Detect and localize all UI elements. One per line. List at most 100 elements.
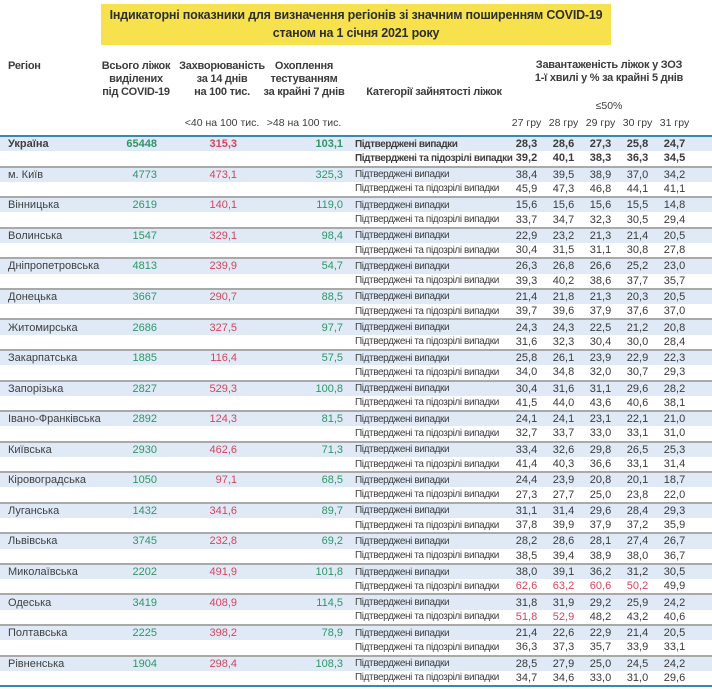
beds-value: 1050 [132,474,157,487]
day-load-value: 21,4 [626,627,649,640]
date-header-5: 31 гру [659,117,690,129]
region-name: Луганська [8,504,60,517]
day-load-value: 20,1 [626,474,649,487]
region-block: Дніпропетровська 4813 239,9 54,7 Підтверджен… [0,257,712,288]
day-load-value: 30,4 [515,244,538,257]
table-row-confirmed-suspected: Підтверджені та підозрілі випадки 39,3 40,… [0,274,712,288]
day-load-value: 22,1 [626,413,649,426]
col-header-region: Регіон [8,60,41,72]
day-load-value: 31,5 [552,244,575,257]
day-load-value: 22,9 [589,627,612,640]
day-load-value: 33,1 [663,641,686,654]
day-load-value: 21,4 [515,290,538,303]
day-load-value: 39,9 [552,519,575,532]
testing-value: 69,2 [321,535,343,548]
testing-value: 97,7 [321,321,343,334]
category-confirmed-label: Підтверджені випадки [355,658,450,670]
day-load-value: 37,0 [663,305,686,318]
day-load-value: 24,3 [552,321,575,334]
day-load-value: 38,9 [589,549,612,562]
day-load-value: 28,6 [552,138,575,151]
category-confirmed-label: Підтверджені випадки [355,291,450,303]
region-name: Запорізька [8,382,64,395]
day-load-value: 33,1 [626,458,649,471]
region-block: Україна 65448 315,3 103,1 Підтверджені випад… [0,137,712,166]
day-load-value: 38,4 [515,168,538,181]
category-confirmed-label: Підтверджені випадки [355,169,450,181]
day-load-value: 21,3 [589,290,612,303]
day-load-value: 38,5 [515,549,538,562]
day-load-value: 31,4 [552,504,575,517]
day-load-value: 35,7 [589,641,612,654]
category-confirmed-label: Підтверджені випадки [355,138,458,150]
day-load-value: 40,6 [626,396,649,409]
table-row-confirmed: Одеська 3419 408,9 114,5 Підтверджені випадк… [0,595,712,610]
category-confirmed-suspected-label: Підтверджені та підозрілі випадки [355,641,499,653]
day-load-value: 27,7 [552,488,575,501]
beds-value: 1904 [132,657,157,670]
beds-value: 1432 [132,504,157,517]
table-row-confirmed: Вінницька 2619 140,1 119,0 Підтверджені випа… [0,198,712,213]
day-load-value: 29,3 [663,366,686,379]
region-block: Волинська 1547 329,1 98,4 Підтверджені випад… [0,226,712,258]
table-row-confirmed-suspected: Підтверджені та підозрілі випадки 27,3 27,… [0,487,712,501]
day-load-value: 31,0 [663,427,686,440]
day-load-value: 24,4 [515,474,538,487]
day-load-value: 33,1 [626,427,649,440]
day-load-value: 25,0 [589,488,612,501]
category-confirmed-label: Підтверджені випадки [355,597,450,609]
beds-value: 3667 [132,290,157,303]
day-load-value: 62,6 [515,580,538,593]
incidence-value: 97,1 [215,474,237,487]
table-row-confirmed: Донецька 3667 290,7 88,5 Підтверджені випадк… [0,289,712,305]
col-header-load: Завантаженість ліжок у ЗОЗ 1-ї хвилі у %… [534,59,684,84]
day-load-value: 25,3 [663,443,686,456]
testing-value: 78,9 [321,627,343,640]
day-load-value: 22,9 [626,352,649,365]
testing-value: 98,4 [321,229,343,242]
day-load-value: 29,3 [663,504,686,517]
table-row-confirmed-suspected: Підтверджені та підозрілі випадки 39,7 39,… [0,304,712,318]
page-title: Індикаторні показники для визначення рег… [100,4,612,45]
day-load-value: 28,1 [589,535,612,548]
testing-value: 68,5 [321,474,343,487]
day-load-value: 31,1 [589,382,612,395]
table-row-confirmed: Житомирська 2686 327,5 97,7 Підтверджені вип… [0,320,712,335]
day-load-value: 21,8 [552,290,575,303]
beds-value: 4813 [132,260,157,273]
table-row-confirmed-suspected: Підтверджені та підозрілі випадки 62,6 63,… [0,579,712,593]
day-load-value: 27,9 [552,657,575,670]
day-load-value: 26,6 [589,260,612,273]
day-load-value: 23,8 [626,488,649,501]
page-title-line1: Індикаторні показники для визначення рег… [109,8,603,22]
region-name: м. Київ [8,168,44,181]
day-load-value: 22,3 [663,352,686,365]
day-load-value: 35,7 [663,274,686,287]
incidence-threshold-label: <40 на 100 тис. [184,117,260,129]
category-confirmed-label: Підтверджені випадки [355,352,450,364]
day-load-value: 38,9 [589,168,612,181]
category-confirmed-suspected-label: Підтверджені та підозрілі випадки [355,336,499,348]
beds-value: 2686 [132,321,157,334]
region-name: Україна [8,138,49,151]
day-load-value: 31,0 [626,671,649,684]
day-load-value: 37,2 [626,519,649,532]
incidence-value: 232,8 [209,535,237,548]
testing-value: 108,3 [315,657,343,670]
day-load-value: 15,6 [515,199,538,212]
day-load-value: 43,2 [626,610,649,623]
table-row-confirmed: Львівська 3745 232,8 69,2 Підтверджені випад… [0,534,712,549]
day-load-value: 26,3 [515,260,538,273]
day-load-value: 28,3 [515,138,538,151]
day-load-value: 37,7 [626,274,649,287]
day-load-value: 23,1 [589,413,612,426]
incidence-value: 491,9 [209,566,237,579]
table-header: Регіон Всього ліжок виділених під COVID-… [0,0,712,137]
region-block: Львівська 3745 232,8 69,2 Підтверджені випад… [0,532,712,563]
incidence-value: 341,6 [209,504,237,517]
table-row-confirmed-suspected: Підтверджені та підозрілі випадки 39,2 40,… [0,151,712,165]
day-load-value: 48,2 [589,610,612,623]
day-load-value: 24,1 [552,413,575,426]
category-confirmed-label: Підтверджені випадки [355,627,450,639]
testing-value: 88,5 [321,290,343,303]
